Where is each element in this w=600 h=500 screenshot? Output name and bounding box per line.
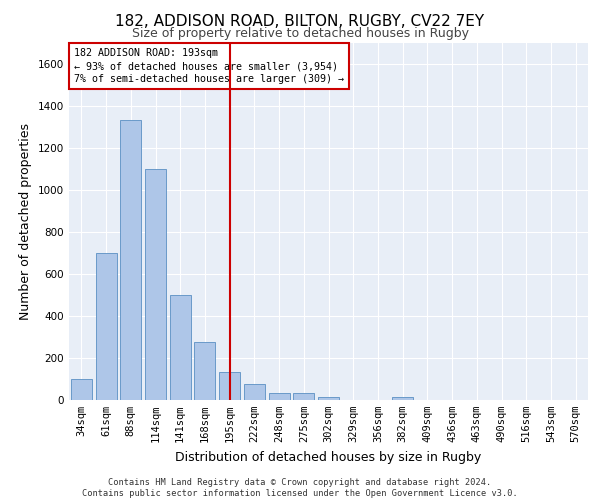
Text: Size of property relative to detached houses in Rugby: Size of property relative to detached ho… (131, 28, 469, 40)
Bar (293, 392, 314, 400)
X-axis label: Distribution of detached houses by size in Rugby: Distribution of detached houses by size … (175, 450, 482, 464)
Bar (71, 379, 92, 400)
Bar (244, 384, 265, 400)
Bar (269, 392, 290, 400)
Y-axis label: Number of detached properties: Number of detached properties (19, 122, 32, 320)
Text: Contains HM Land Registry data © Crown copyright and database right 2024.
Contai: Contains HM Land Registry data © Crown c… (82, 478, 518, 498)
Bar (95, 253, 116, 400)
Bar (194, 342, 215, 400)
Bar (145, 168, 166, 400)
Bar (392, 397, 413, 400)
Text: 182 ADDISON ROAD: 193sqm
← 93% of detached houses are smaller (3,954)
7% of semi: 182 ADDISON ROAD: 193sqm ← 93% of detach… (74, 48, 344, 84)
Bar (219, 372, 240, 400)
Bar (120, 120, 141, 400)
Bar (170, 295, 191, 400)
Bar (318, 397, 339, 400)
Text: 182, ADDISON ROAD, BILTON, RUGBY, CV22 7EY: 182, ADDISON ROAD, BILTON, RUGBY, CV22 7… (115, 14, 485, 29)
